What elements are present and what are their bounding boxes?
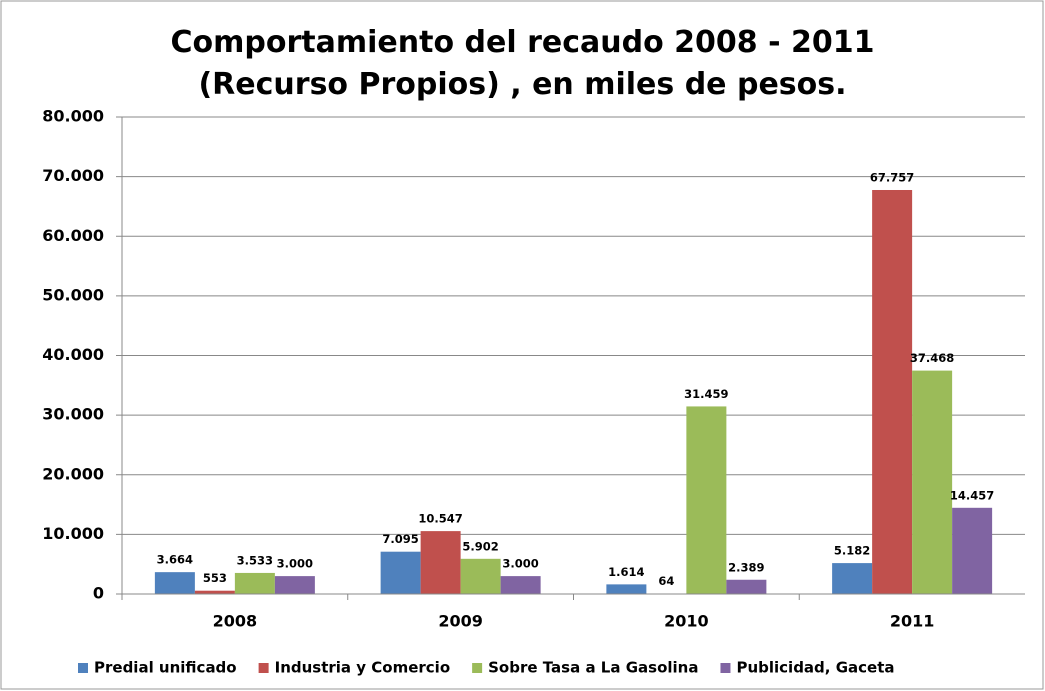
legend-label: Sobre Tasa a La Gasolina: [488, 659, 698, 677]
bar: [194, 590, 235, 594]
bar: [274, 576, 315, 594]
bar: [606, 584, 647, 594]
y-tick-label: 30.000: [42, 405, 104, 424]
legend-swatch: [472, 663, 483, 673]
value-label: 5.902: [462, 539, 498, 553]
value-label: 37.468: [910, 351, 954, 365]
legend-swatch: [258, 663, 269, 673]
value-label: 3.000: [277, 557, 313, 571]
bar: [686, 406, 727, 594]
value-label: 3.664: [157, 553, 193, 567]
value-label: 1.614: [608, 565, 644, 579]
value-label: 14.457: [950, 488, 994, 502]
x-tick-label: 2008: [213, 612, 258, 631]
bar: [460, 558, 501, 594]
y-tick-label: 50.000: [42, 285, 104, 304]
x-tick-label: 2011: [890, 612, 935, 631]
y-tick-label: 20.000: [42, 464, 104, 483]
bar: [912, 370, 953, 594]
bar: [832, 563, 873, 594]
value-label: 553: [203, 571, 227, 585]
value-label: 31.459: [684, 387, 728, 401]
legend-label: Publicidad, Gaceta: [736, 659, 894, 677]
bar: [726, 579, 767, 594]
value-label: 10.547: [418, 512, 462, 526]
value-label: 7.095: [382, 532, 418, 546]
y-tick-label: 80.000: [42, 107, 104, 126]
value-label: 3.000: [502, 557, 538, 571]
legend-swatch: [78, 663, 88, 673]
y-tick-label: 60.000: [42, 226, 104, 245]
value-label: 3.533: [237, 553, 273, 567]
value-label: 5.182: [834, 544, 870, 558]
x-tick-label: 2010: [664, 612, 709, 631]
x-tick-label: 2009: [438, 612, 483, 631]
value-label: 67.757: [870, 170, 914, 184]
chart-title: Comportamiento del recaudo 2008 - 2011 (…: [170, 25, 875, 102]
bar: [500, 576, 541, 594]
bar: [872, 189, 913, 594]
bar: [952, 507, 993, 594]
value-label: 2.389: [728, 560, 764, 574]
y-tick-label: 70.000: [42, 166, 104, 185]
bar: [234, 572, 275, 594]
legend-label: Predial unificado: [94, 659, 237, 677]
y-tick-label: 10.000: [42, 524, 104, 543]
bar: [420, 531, 461, 594]
legend-swatch: [720, 663, 731, 673]
legend-label: Industria y Comercio: [275, 659, 451, 677]
y-tick-label: 40.000: [42, 345, 104, 364]
value-label: 64: [658, 574, 674, 588]
y-tick-label: 0: [93, 584, 104, 603]
bar: [154, 572, 195, 594]
bar: [380, 551, 421, 594]
